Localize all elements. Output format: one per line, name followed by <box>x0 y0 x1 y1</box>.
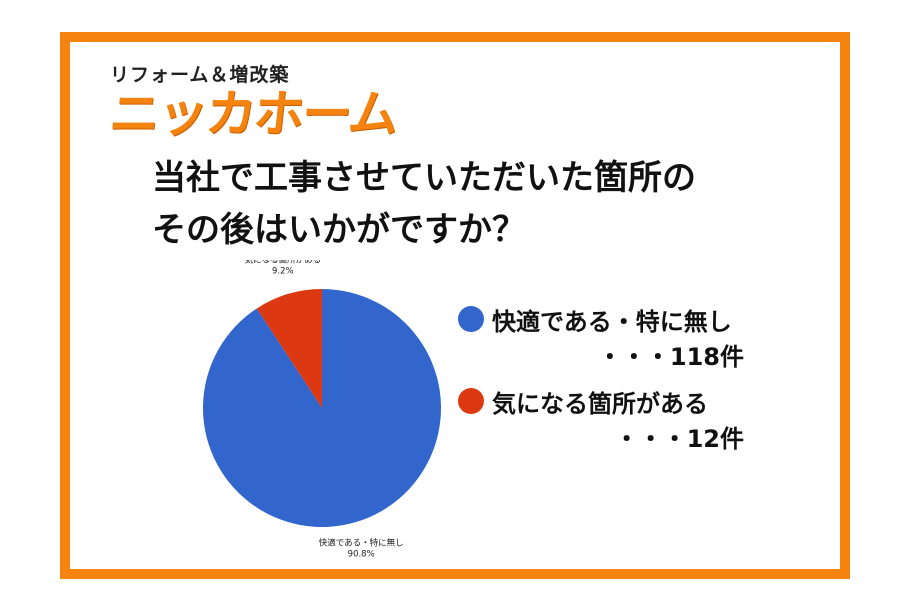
orange-frame <box>60 32 850 579</box>
svg-text:快適である・特に無し: 快適である・特に無し <box>319 537 404 548</box>
legend-label-concerns: 気になる箇所がある <box>492 389 708 418</box>
legend-dot-blue <box>458 306 484 332</box>
legend: 快適である・特に無し ・・・118件 気になる箇所がある ・・・12件 <box>458 300 758 464</box>
svg-text:90.8%: 90.8% <box>348 549 375 559</box>
question-line-1: 当社で工事させていただいた箇所の <box>152 158 696 198</box>
pie-slice-concerns <box>256 289 322 408</box>
brand-subtitle: リフォーム＆増改築 <box>110 64 290 86</box>
legend-label-comfortable: 快適である・特に無し <box>492 307 732 336</box>
brand-header: リフォーム＆増改築 ニッカホーム <box>106 60 400 143</box>
svg-text:気になる箇所がある: 気になる箇所がある <box>245 260 322 266</box>
legend-item-comfortable: 快適である・特に無し ・・・118件 <box>458 300 758 376</box>
legend-count-concerns: ・・・12件 <box>614 425 744 453</box>
brand-logo: ニッカホーム <box>106 85 400 143</box>
legend-dot-red <box>458 388 484 414</box>
legend-item-concerns: 気になる箇所がある ・・・12件 <box>458 382 758 458</box>
question-line-2: その後はいかがですか？ <box>152 210 526 250</box>
survey-question: 当社で工事させていただいた箇所の その後はいかがですか？ <box>152 152 696 256</box>
svg-text:9.2%: 9.2% <box>272 267 294 277</box>
legend-count-comfortable: ・・・118件 <box>597 343 744 371</box>
